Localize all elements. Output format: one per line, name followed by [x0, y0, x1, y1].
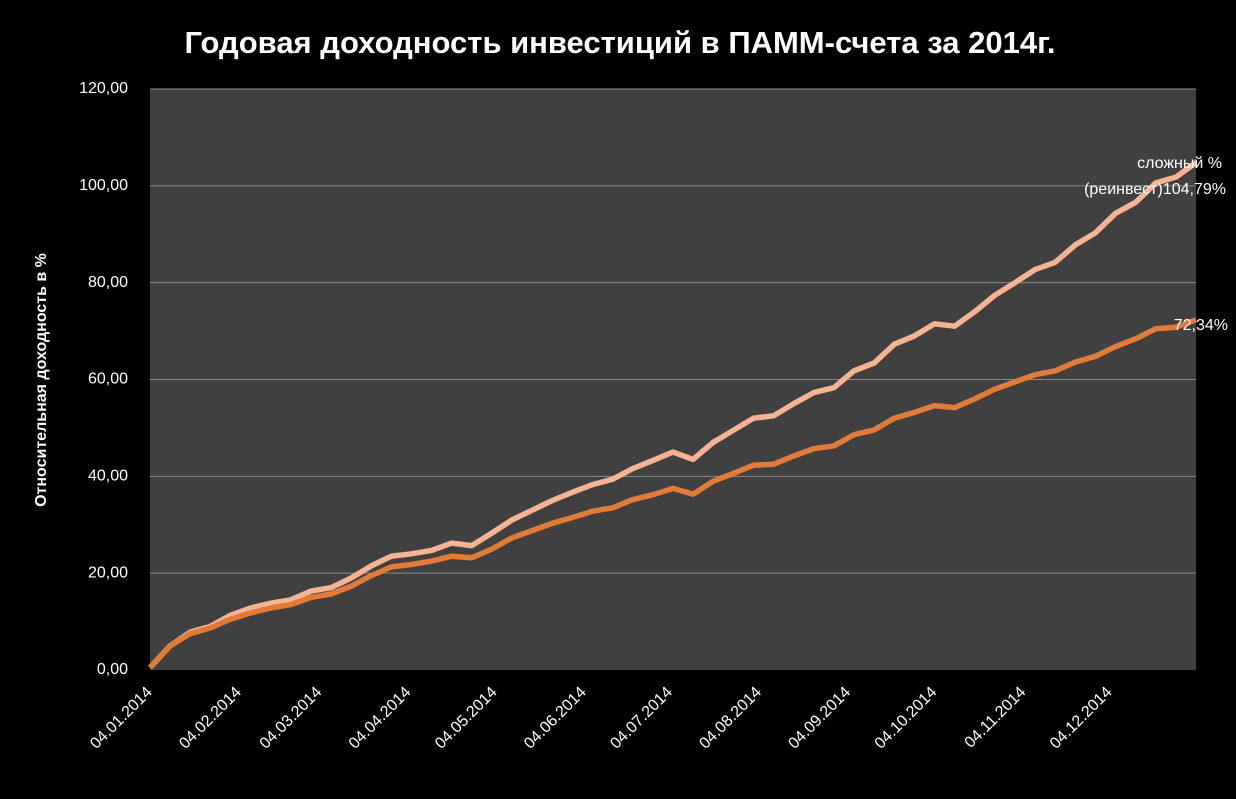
y-tick-label: 20,00 — [88, 564, 128, 581]
y-tick-label: 80,00 — [88, 274, 128, 291]
y-tick-label: 100,00 — [79, 177, 128, 194]
y-tick-label: 60,00 — [88, 371, 128, 388]
chart-title: Годовая доходность инвестиций в ПАММ-сче… — [185, 25, 1056, 60]
y-tick-label: 40,00 — [88, 468, 128, 485]
y-tick-label: 0,00 — [97, 661, 128, 678]
series-line — [147, 317, 1197, 670]
annotation: (реинвест)104,79% — [1084, 181, 1226, 198]
y-axis-label: Относительная доходность в % — [33, 253, 50, 507]
y-tick-label: 120,00 — [79, 80, 128, 97]
annotation: 72,34% — [1174, 317, 1228, 334]
series-line — [147, 160, 1198, 670]
annotation: сложный % — [1137, 155, 1222, 172]
